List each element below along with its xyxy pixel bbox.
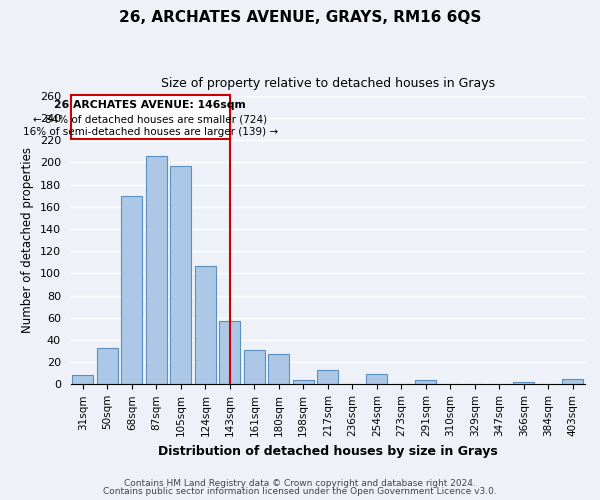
Y-axis label: Number of detached properties: Number of detached properties [21, 147, 34, 333]
Bar [317, 370, 338, 384]
Title: Size of property relative to detached houses in Grays: Size of property relative to detached ho… [161, 78, 495, 90]
Bar [367, 374, 387, 384]
Bar [268, 354, 289, 384]
Text: 26, ARCHATES AVENUE, GRAYS, RM16 6QS: 26, ARCHATES AVENUE, GRAYS, RM16 6QS [119, 10, 481, 25]
Bar [121, 196, 142, 384]
Text: Contains HM Land Registry data © Crown copyright and database right 2024.: Contains HM Land Registry data © Crown c… [124, 478, 476, 488]
Bar [415, 380, 436, 384]
Bar [97, 348, 118, 385]
X-axis label: Distribution of detached houses by size in Grays: Distribution of detached houses by size … [158, 444, 497, 458]
Text: Contains public sector information licensed under the Open Government Licence v3: Contains public sector information licen… [103, 487, 497, 496]
FancyBboxPatch shape [71, 94, 230, 139]
Bar [244, 350, 265, 384]
Text: 16% of semi-detached houses are larger (139) →: 16% of semi-detached houses are larger (… [23, 128, 278, 138]
Bar [73, 376, 93, 384]
Text: 26 ARCHATES AVENUE: 146sqm: 26 ARCHATES AVENUE: 146sqm [55, 100, 246, 110]
Bar [195, 266, 216, 384]
Bar [562, 379, 583, 384]
Bar [293, 380, 314, 384]
Bar [146, 156, 167, 384]
Text: ← 84% of detached houses are smaller (724): ← 84% of detached houses are smaller (72… [33, 114, 267, 124]
Bar [220, 321, 240, 384]
Bar [170, 166, 191, 384]
Bar [514, 382, 534, 384]
